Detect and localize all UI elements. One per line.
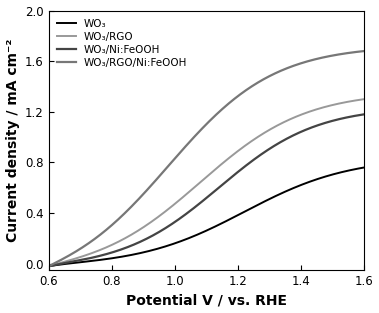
WO₃/Ni:FeOOH — [362, 112, 366, 116]
WO₃/Ni:FeOOH — [284, 137, 288, 141]
WO₃/RGO — [127, 234, 132, 238]
WO₃/RGO/Ni:FeOOH — [257, 80, 262, 84]
WO₃ — [102, 258, 107, 261]
WO₃/Ni:FeOOH — [232, 173, 237, 177]
WO₃/RGO/Ni:FeOOH — [189, 138, 194, 142]
WO₃/RGO/Ni:FeOOH — [102, 229, 107, 233]
WO₃ — [257, 202, 262, 206]
WO₃/RGO/Ni:FeOOH — [362, 49, 366, 53]
WO₃ — [232, 215, 237, 219]
WO₃/Ni:FeOOH — [189, 208, 194, 212]
Line: WO₃: WO₃ — [49, 167, 364, 266]
WO₃/Ni:FeOOH — [102, 253, 107, 256]
Line: WO₃/RGO: WO₃/RGO — [49, 99, 364, 266]
X-axis label: Potential V / vs. RHE: Potential V / vs. RHE — [126, 294, 287, 307]
Y-axis label: Current density / mA cm⁻²: Current density / mA cm⁻² — [6, 38, 20, 242]
WO₃/Ni:FeOOH — [127, 244, 132, 248]
WO₃/RGO — [257, 134, 262, 138]
WO₃/RGO — [284, 119, 288, 123]
Legend: WO₃, WO₃/RGO, WO₃/Ni:FeOOH, WO₃/RGO/Ni:FeOOH: WO₃, WO₃/RGO, WO₃/Ni:FeOOH, WO₃/RGO/Ni:F… — [54, 16, 191, 71]
WO₃/RGO/Ni:FeOOH — [232, 97, 237, 100]
WO₃/RGO — [102, 246, 107, 250]
WO₃/RGO — [47, 264, 51, 268]
Line: WO₃/RGO/Ni:FeOOH: WO₃/RGO/Ni:FeOOH — [49, 51, 364, 266]
WO₃ — [362, 166, 366, 169]
WO₃ — [47, 264, 51, 268]
WO₃/RGO — [189, 188, 194, 192]
Line: WO₃/Ni:FeOOH: WO₃/Ni:FeOOH — [49, 114, 364, 266]
WO₃/RGO/Ni:FeOOH — [284, 67, 288, 70]
WO₃/RGO/Ni:FeOOH — [127, 206, 132, 210]
WO₃/Ni:FeOOH — [47, 264, 51, 268]
WO₃ — [127, 253, 132, 257]
WO₃/RGO — [232, 152, 237, 156]
WO₃/RGO/Ni:FeOOH — [47, 264, 51, 268]
WO₃ — [284, 189, 288, 193]
WO₃/Ni:FeOOH — [257, 154, 262, 157]
WO₃/RGO — [362, 97, 366, 101]
WO₃ — [189, 235, 194, 239]
